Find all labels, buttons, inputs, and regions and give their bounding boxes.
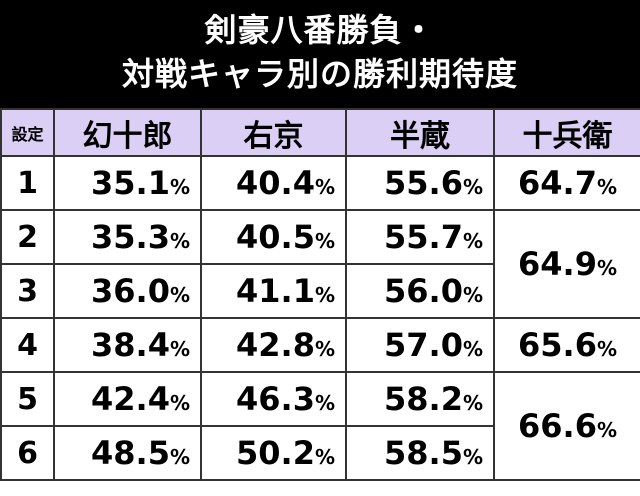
value-unit: % [169, 445, 190, 469]
value-unit: % [169, 283, 190, 307]
value-unit: % [169, 337, 190, 361]
header-row: 設定 幻十郎 右京 半蔵 十兵衛 [0, 108, 640, 157]
value-number: 40.4 [236, 164, 315, 202]
table-row: 6 48.5% 50.2% 58.5% [0, 425, 640, 481]
column-header: 幻十郎 [53, 108, 202, 157]
column-header: 右京 [200, 108, 347, 157]
value-unit: % [462, 229, 483, 253]
value-number: 38.4 [91, 326, 170, 364]
table-row: 5 42.4% 46.3% 58.2% 66.6% [0, 371, 640, 481]
value-unit: % [314, 445, 335, 469]
value-number: 65.6 [518, 326, 597, 364]
value-cell: 41.1% [200, 263, 347, 319]
setting-cell: 1 [0, 155, 55, 211]
value-number: 35.3 [91, 218, 170, 256]
table: 設定 幻十郎 右京 半蔵 十兵衛 1 35.1% 40.4% 55.6% 64.7% 2 35.3%… [0, 108, 640, 481]
table-row: 2 35.3% 40.5% 55.7% 64.9% [0, 209, 640, 319]
value-number: 42.4 [91, 380, 170, 418]
column-header: 設定 [0, 108, 55, 157]
value-number: 36.0 [91, 272, 170, 310]
value-unit: % [314, 337, 335, 361]
value-cell: 40.5% [200, 209, 347, 265]
value-unit: % [314, 283, 335, 307]
value-cell: 55.6% [345, 155, 495, 211]
value-unit: % [596, 175, 617, 199]
setting-cell: 6 [0, 425, 55, 481]
title-line: 剣豪八番勝負・ [204, 11, 436, 49]
value-cell: 64.7% [493, 155, 640, 211]
value-cell: 64.9% [493, 209, 640, 319]
value-number: 57.0 [384, 326, 463, 364]
value-number: 66.6 [518, 407, 597, 445]
value-cell: 50.2% [200, 425, 347, 481]
value-unit: % [462, 391, 483, 415]
value-number: 50.2 [236, 434, 315, 472]
title-line: 対戦キャラ別の勝利期待度 [121, 55, 518, 93]
value-cell: 36.0% [53, 263, 202, 319]
value-unit: % [314, 391, 335, 415]
value-number: 55.7 [384, 218, 463, 256]
value-unit: % [596, 418, 617, 442]
value-unit: % [314, 229, 335, 253]
value-cell: 56.0% [345, 263, 495, 319]
value-cell: 46.3% [200, 371, 347, 427]
table-row: 1 35.1% 40.4% 55.6% 64.7% [0, 155, 640, 211]
value-number: 64.7 [518, 164, 597, 202]
value-unit: % [462, 337, 483, 361]
value-cell: 66.6% [493, 371, 640, 481]
value-number: 41.1 [236, 272, 315, 310]
value-cell: 35.1% [53, 155, 202, 211]
value-cell: 65.6% [493, 317, 640, 373]
value-unit: % [462, 445, 483, 469]
value-number: 56.0 [384, 272, 463, 310]
value-cell: 57.0% [345, 317, 495, 373]
value-cell: 40.4% [200, 155, 347, 211]
setting-cell: 4 [0, 317, 55, 373]
value-unit: % [169, 175, 190, 199]
value-number: 35.1 [91, 164, 170, 202]
setting-cell: 3 [0, 263, 55, 319]
value-number: 48.5 [91, 434, 170, 472]
value-unit: % [462, 175, 483, 199]
value-unit: % [169, 391, 190, 415]
value-cell: 42.4% [53, 371, 202, 427]
value-number: 42.8 [236, 326, 315, 364]
column-header: 半蔵 [345, 108, 495, 157]
table-row: 4 38.4% 42.8% 57.0% 65.6% [0, 317, 640, 373]
value-number: 64.9 [518, 245, 597, 283]
value-number: 55.6 [384, 164, 463, 202]
value-unit: % [462, 283, 483, 307]
title: 剣豪八番勝負・ 対戦キャラ別の勝利期待度 [0, 0, 640, 108]
value-cell: 42.8% [200, 317, 347, 373]
value-unit: % [596, 337, 617, 361]
value-unit: % [314, 175, 335, 199]
setting-cell: 5 [0, 371, 55, 427]
value-cell: 58.2% [345, 371, 495, 427]
value-number: 40.5 [236, 218, 315, 256]
value-cell: 35.3% [53, 209, 202, 265]
table-row: 3 36.0% 41.1% 56.0% [0, 263, 640, 319]
column-header: 十兵衛 [493, 108, 640, 157]
value-cell: 58.5% [345, 425, 495, 481]
value-number: 58.5 [384, 434, 463, 472]
value-number: 46.3 [236, 380, 315, 418]
setting-cell: 2 [0, 209, 55, 265]
value-cell: 48.5% [53, 425, 202, 481]
value-cell: 55.7% [345, 209, 495, 265]
value-number: 58.2 [384, 380, 463, 418]
value-unit: % [596, 256, 617, 280]
value-cell: 38.4% [53, 317, 202, 373]
value-unit: % [169, 229, 190, 253]
